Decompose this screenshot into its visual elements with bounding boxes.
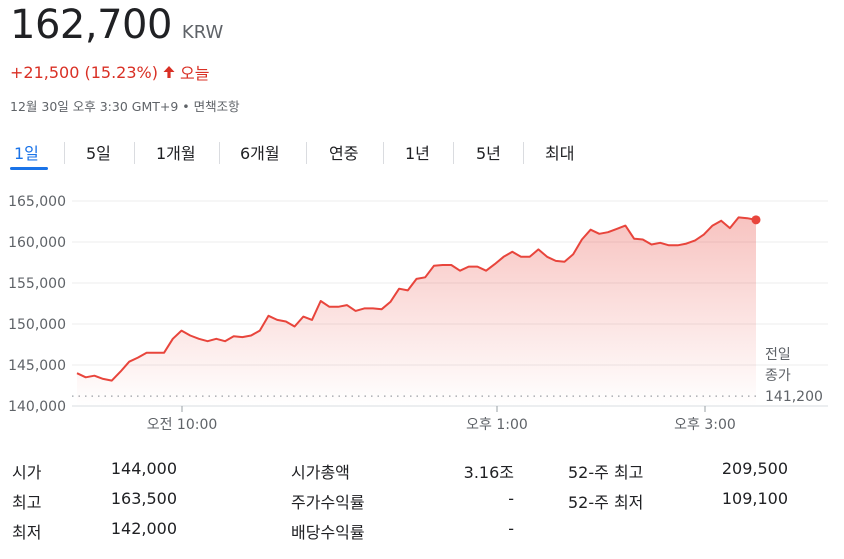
stat-label: 시가 (12, 463, 42, 482)
change-period: 오늘 (179, 64, 210, 83)
tab-separator (523, 142, 524, 164)
price-change: +21,500 (15.23%) 오늘 (10, 60, 209, 84)
stat-value: - (508, 489, 514, 508)
tab-1y[interactable]: 1년 (405, 144, 430, 163)
previous-close-label: 전일 (765, 347, 791, 363)
x-tick-label: 오전 10:00 (147, 417, 218, 433)
stat-value: 142,000 (110, 519, 177, 538)
price-area (77, 217, 756, 406)
price-chart[interactable]: 165,000 160,000 155,000 150,000 145,000 140,0… (0, 180, 844, 440)
timestamp-disclaimer: 12월 30일 오후 3:30 GMT+9 • 면책조항 (10, 99, 240, 114)
stat-label: 최고 (12, 493, 42, 512)
stat-label: 52-주 최저 (568, 493, 644, 512)
currency-label: KRW (181, 22, 224, 43)
price-value: 162,700 (10, 2, 172, 48)
stat-label: 주가수익률 (291, 493, 365, 512)
x-tick-label: 오후 1:00 (466, 417, 528, 433)
stat-value: 144,000 (110, 459, 177, 478)
previous-close-value: 141,200 (765, 389, 823, 405)
tab-5y[interactable]: 5년 (476, 144, 501, 163)
tab-max[interactable]: 최대 (545, 144, 575, 163)
tab-1m[interactable]: 1개월 (156, 144, 196, 163)
tab-separator (219, 142, 220, 164)
price-line (76, 216, 757, 382)
y-tick-label: 145,000 (8, 358, 66, 374)
arrow-up-icon (163, 66, 175, 78)
tab-5d[interactable]: 5일 (86, 144, 111, 163)
stat-value: 209,500 (721, 459, 788, 478)
previous-close-label: 종가 (765, 368, 791, 384)
y-tick-label: 165,000 (8, 194, 66, 210)
change-value: +21,500 (15.23%) (10, 62, 158, 82)
tab-separator (383, 142, 384, 164)
stat-value: 3.16조 (463, 463, 514, 482)
last-price-dot (751, 215, 761, 225)
tab-separator (306, 142, 307, 164)
stat-value: 163,500 (110, 489, 177, 508)
stat-label: 배당수익률 (291, 523, 365, 542)
y-tick-label: 160,000 (8, 235, 66, 251)
stat-value: - (508, 519, 514, 538)
stat-label: 최저 (12, 523, 42, 542)
stat-label: 시가총액 (291, 463, 350, 482)
y-tick-label: 140,000 (8, 399, 66, 415)
y-tick-label: 155,000 (8, 276, 66, 292)
active-tab-indicator (10, 167, 48, 170)
tab-separator (453, 142, 454, 164)
tab-separator (134, 142, 135, 164)
tab-separator (64, 142, 65, 164)
current-price: 162,700 KRW (10, 2, 223, 48)
tab-6m[interactable]: 6개월 (240, 144, 280, 163)
y-tick-label: 150,000 (8, 317, 66, 333)
tab-1d[interactable]: 1일 (14, 144, 39, 163)
x-tick-label: 오후 3:00 (674, 417, 736, 433)
tab-ytd[interactable]: 연중 (329, 144, 359, 163)
stat-label: 52-주 최고 (568, 463, 644, 482)
range-tabs: 1일 5일 1개월 6개월 연중 1년 5년 최대 (0, 136, 600, 172)
stat-value: 109,100 (721, 489, 788, 508)
